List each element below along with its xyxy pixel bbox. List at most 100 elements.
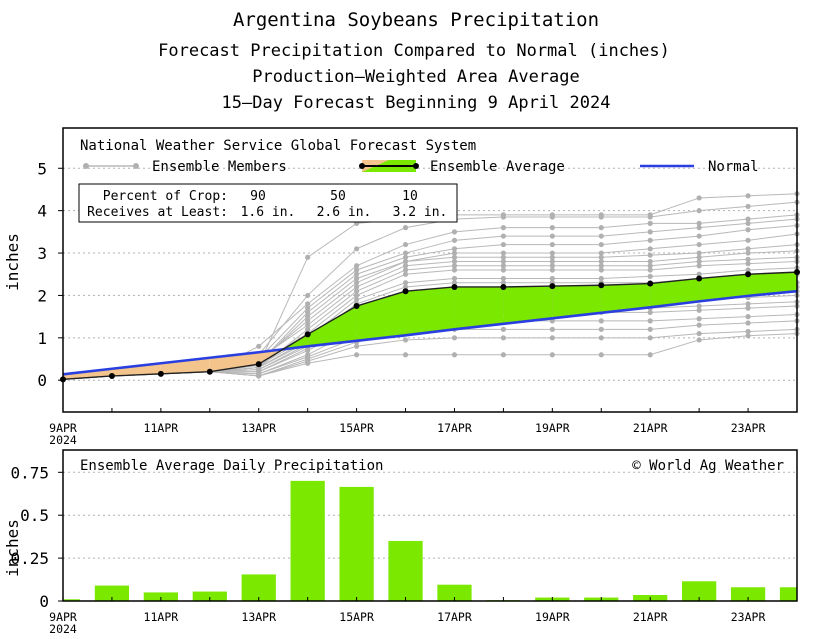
bottom-y-tick-label: 0.5 — [20, 506, 49, 525]
ensemble-member-point — [451, 258, 458, 265]
ensemble-member-point — [549, 352, 555, 358]
ensemble-member-point — [305, 326, 311, 332]
ensemble-average-point — [451, 283, 458, 290]
bottom-plot-frame — [62, 449, 798, 602]
bottom-gridlines — [63, 471, 797, 559]
ensemble-member-point — [745, 203, 751, 210]
top-legend: National Weather Service Global Forecast… — [80, 138, 759, 175]
ensemble-member-point — [549, 225, 555, 231]
ensemble-member-point — [647, 335, 653, 341]
ensemble-member-point — [451, 246, 458, 252]
ensemble-member-point — [500, 258, 506, 265]
chart-subtitle-area: Production—Weighted Area Average — [252, 67, 580, 87]
ensemble-member-point — [451, 267, 458, 273]
below-normal-fill — [160, 357, 210, 374]
ensemble-member-point — [647, 273, 653, 279]
chart-subtitle: Forecast Precipitation Compared to Norma… — [158, 41, 670, 61]
ensemble-member-point — [256, 373, 262, 379]
ensemble-member-point — [451, 280, 458, 286]
above-normal-fill — [650, 278, 700, 308]
top-plot-frame — [62, 127, 798, 413]
ensemble-average-point — [745, 271, 752, 278]
ensemble-member-point — [647, 220, 653, 226]
top-x-tick-label: 19APR — [535, 421, 570, 435]
ensemble-member-point — [354, 292, 360, 299]
ensemble-member-point — [354, 343, 360, 349]
ensemble-member-point — [451, 352, 458, 358]
legend-average-marker-start — [359, 163, 365, 169]
ensemble-member-point — [305, 314, 311, 320]
bottom-y-tick-label: 0 — [39, 592, 49, 611]
ensemble-member-point — [696, 208, 702, 214]
ensemble-member-point — [500, 250, 506, 256]
ensemble-member-point — [647, 326, 653, 332]
above-normal-fill — [405, 286, 455, 336]
main-lines — [62, 271, 798, 381]
ensemble-member-point — [549, 326, 555, 332]
bottom-y-axis-label: inches — [3, 519, 22, 577]
ensemble-member-point — [696, 337, 702, 343]
ensemble-member-point — [549, 335, 555, 341]
ensemble-member-point — [500, 241, 506, 248]
ensemble-member-point — [598, 250, 604, 256]
ensemble-member-point — [451, 229, 458, 235]
ensemble-member-point — [500, 225, 506, 231]
ensemble-member-point — [745, 237, 751, 243]
daily-precip-bar — [779, 587, 797, 601]
top-y-tick-label: 4 — [37, 202, 47, 221]
bottom-x-tick-label: 13APR — [241, 610, 276, 624]
ensemble-member-point — [745, 227, 751, 233]
ensemble-member-point — [451, 237, 458, 243]
ensemble-member-point — [696, 330, 702, 337]
ensemble-member-point — [598, 233, 604, 239]
ensemble-member-point — [696, 258, 702, 265]
crop-row1-label: Percent of Crop: — [103, 189, 228, 204]
ensemble-average-point — [647, 280, 654, 287]
bottom-x-tick-label: 21APR — [633, 610, 668, 624]
legend-normal-label: Normal — [708, 159, 759, 175]
bottom-x-year-label: 2024 — [49, 622, 77, 636]
top-y-axis-label: inches — [3, 233, 22, 291]
ensemble-member-point — [500, 335, 506, 341]
ensemble-member-point — [549, 254, 555, 260]
ensemble-member-point — [696, 254, 702, 260]
ensemble-member-point — [549, 258, 555, 265]
ensemble-member-point — [549, 233, 555, 239]
ensemble-member-point — [598, 241, 604, 248]
ensemble-member-point — [647, 263, 653, 269]
ensemble-member-point — [500, 267, 506, 273]
legend-average-label: Ensemble Average — [430, 159, 565, 175]
chart-title: Argentina Soybeans Precipitation — [233, 9, 599, 31]
ensemble-member-point — [500, 275, 506, 282]
ensemble-member-point — [549, 241, 555, 248]
ensemble-member-point — [402, 241, 409, 248]
ensemble-member-point — [745, 246, 751, 252]
ensemble-member-point — [256, 343, 262, 349]
ensemble-member-point — [745, 267, 751, 273]
ensemble-member-point — [305, 322, 311, 328]
ensemble-average-point — [402, 288, 409, 295]
daily-precip-bar — [94, 585, 130, 601]
ensemble-member-point — [696, 241, 702, 248]
ensemble-member-point — [598, 263, 604, 269]
ensemble-member-point — [402, 267, 409, 273]
ensemble-member-point — [305, 301, 311, 307]
above-normal-fill — [307, 306, 357, 347]
ensemble-member-point — [402, 225, 409, 231]
ensemble-member-point — [305, 254, 311, 260]
ensemble-member-point — [354, 275, 360, 282]
ensemble-member-point — [402, 254, 409, 260]
ensemble-member-point — [402, 263, 409, 269]
top-x-tick-label: 9APR — [49, 421, 77, 435]
ensemble-member-point — [402, 271, 409, 277]
top-x-tick-label: 23APR — [731, 421, 766, 435]
ensemble-member-point — [745, 301, 751, 307]
ensemble-member-point — [500, 326, 506, 332]
ensemble-average-point — [353, 303, 360, 310]
crop-box-frame — [78, 183, 458, 223]
top-y-tick-label: 2 — [37, 286, 47, 305]
daily-precip-bar — [63, 599, 81, 601]
ensemble-average-point — [304, 331, 311, 338]
ensemble-member-point — [305, 318, 311, 324]
ensemble-member-point — [598, 254, 604, 260]
